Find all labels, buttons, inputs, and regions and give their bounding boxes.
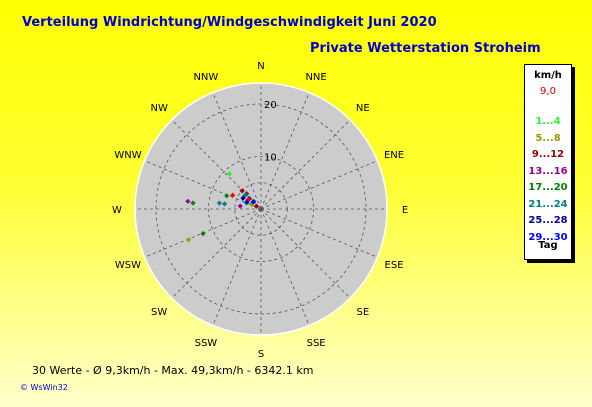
direction-label-ssw: SSW bbox=[195, 338, 218, 349]
direction-label-nw: NW bbox=[150, 103, 167, 114]
angular-gridline-sw bbox=[171, 208, 262, 299]
angular-gridline-ne bbox=[260, 119, 351, 210]
radial-grid-ring-1 bbox=[208, 156, 314, 262]
data-point-s6-2 bbox=[222, 201, 228, 207]
direction-label-ene: ENE bbox=[384, 150, 404, 161]
data-point-s8-2 bbox=[251, 198, 257, 205]
legend-day-label: Tag bbox=[538, 240, 558, 251]
direction-label-n: N bbox=[257, 61, 264, 72]
legend-class-1: 1...4 bbox=[535, 116, 561, 127]
data-point-s5-3 bbox=[190, 200, 196, 206]
direction-label-sw: SW bbox=[151, 307, 167, 318]
direction-label-ese: ESE bbox=[385, 260, 404, 271]
angular-gridline-ese bbox=[260, 208, 378, 258]
legend-class-4: 13...16 bbox=[528, 165, 568, 177]
angular-gridline-nne bbox=[260, 92, 310, 210]
data-point-s2-2 bbox=[185, 237, 192, 243]
direction-label-s: S bbox=[258, 349, 264, 360]
direction-label-ne: NE bbox=[356, 103, 370, 114]
legend-value: 9,0 bbox=[540, 86, 556, 97]
legend-unit: km/h bbox=[534, 70, 562, 81]
data-point-s7-2 bbox=[240, 195, 246, 201]
legend-class-3: 9...12 bbox=[531, 149, 565, 160]
data-point-s5-1 bbox=[200, 231, 206, 237]
angular-gridline-nnw bbox=[212, 92, 262, 210]
data-point-s6-1 bbox=[216, 200, 223, 206]
data-point-s8-1 bbox=[244, 199, 250, 205]
legend-class-7: 25...28 bbox=[528, 215, 568, 226]
legend-class-6: 21...24 bbox=[528, 198, 568, 210]
data-point-s3-2 bbox=[253, 203, 260, 209]
angular-gridline-ssw bbox=[212, 208, 262, 326]
data-point-s9-2 bbox=[246, 196, 252, 202]
legend-class-8: 29...30 bbox=[528, 231, 568, 243]
direction-label-nnw: NNW bbox=[193, 72, 218, 83]
direction-label-e: E bbox=[402, 205, 408, 216]
angular-gridline-se bbox=[260, 208, 351, 299]
direction-label-w: W bbox=[112, 205, 122, 216]
data-point-s9-1 bbox=[230, 192, 236, 198]
chart-subtitle: Private Wetterstation Stroheim bbox=[310, 41, 541, 56]
direction-label-sse: SSE bbox=[307, 338, 326, 349]
angular-gridline-wnw bbox=[144, 160, 262, 210]
legend-class-5: 17...20 bbox=[528, 182, 568, 193]
radial-tick-label-1: 10 bbox=[264, 153, 277, 164]
direction-label-nne: NNE bbox=[305, 72, 326, 83]
angular-gridline-ene bbox=[260, 160, 378, 210]
chart-title: Verteilung Windrichtung/Windgeschwindigk… bbox=[22, 15, 437, 30]
legend-class-2: 5...8 bbox=[535, 132, 561, 144]
data-point-s4-2 bbox=[237, 203, 243, 209]
data-point-s4-1 bbox=[185, 198, 191, 204]
direction-label-wnw: WNW bbox=[114, 150, 141, 161]
data-point-s5-2 bbox=[224, 193, 230, 199]
data-point-s3-1 bbox=[239, 188, 245, 194]
direction-label-wsw: WSW bbox=[115, 260, 141, 271]
direction-label-se: SE bbox=[356, 307, 369, 318]
legend-box: km/h 9,0 1...4 5...8 9...12 13...16 17...20 2… bbox=[524, 64, 572, 260]
data-point-s1-2 bbox=[226, 171, 232, 177]
chart-footer: 30 Werte - Ø 9,3km/h - Max. 49,3km/h - 6… bbox=[32, 364, 314, 377]
brand-label: © WsWin32 bbox=[20, 383, 68, 392]
angular-gridline-sse bbox=[260, 208, 310, 326]
radial-tick-label-2: 20 bbox=[264, 100, 277, 111]
